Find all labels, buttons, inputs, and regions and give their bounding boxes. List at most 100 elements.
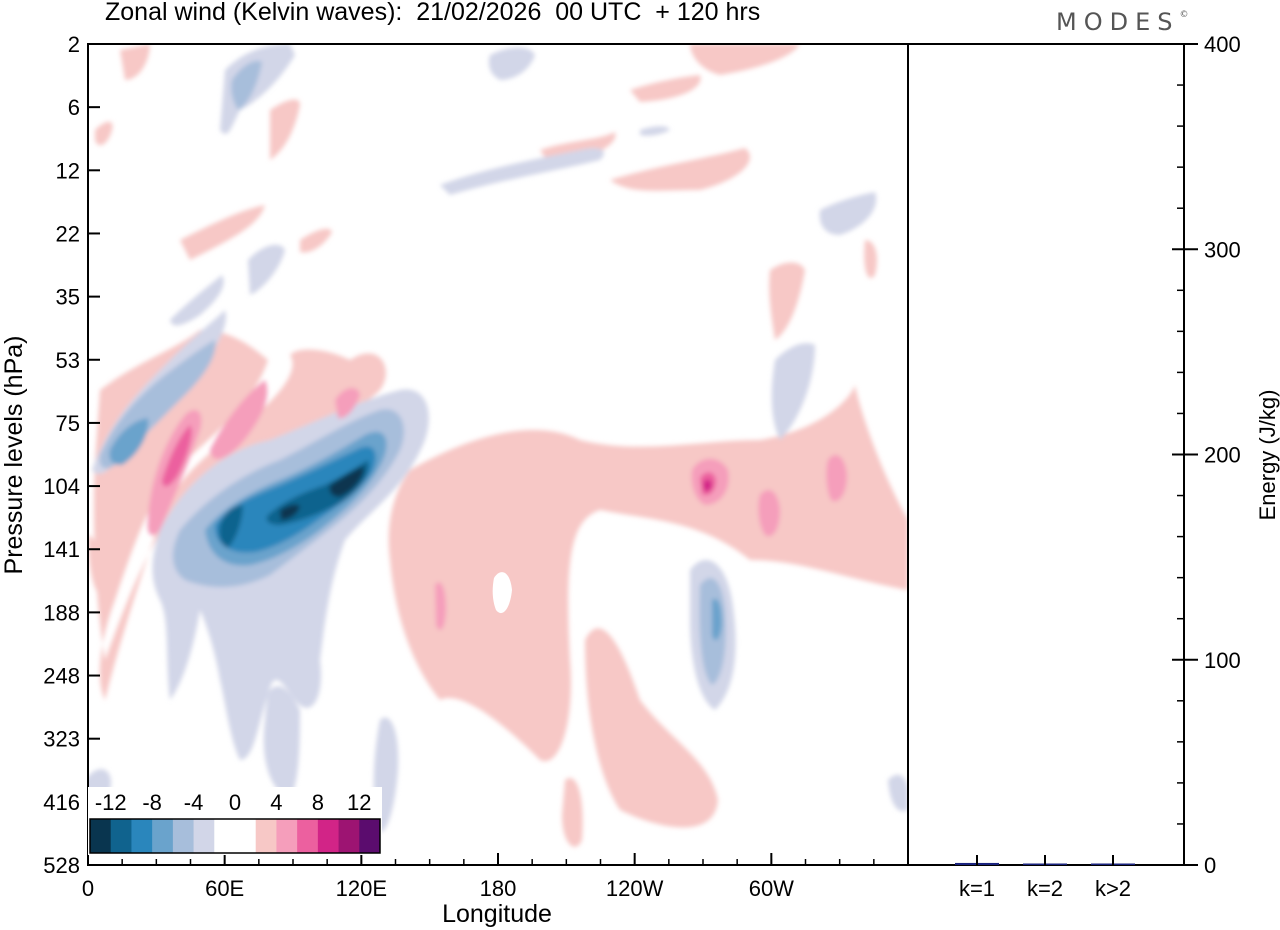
energy-tick-label: 0 <box>1204 853 1216 878</box>
neg-weak-top2 <box>488 47 535 80</box>
x-axis-title: Longitude <box>442 900 552 928</box>
energy-axis: 0 100 200 300 400 <box>1172 32 1241 878</box>
contour-blurred <box>88 44 908 847</box>
neg-weak-strato5 <box>248 244 285 295</box>
pos-weak-top2 <box>120 44 150 80</box>
y-tick-label: 2 <box>68 32 80 57</box>
x-tick-label: 120W <box>606 876 664 901</box>
energy-category-label: k>2 <box>1095 876 1131 901</box>
colorbar-label: 0 <box>229 790 241 815</box>
contour-pos-peak <box>703 479 712 492</box>
neg-strong-tilt <box>109 418 149 465</box>
y-tick-label: 528 <box>43 853 80 878</box>
pos-weak-lower <box>585 628 718 828</box>
y-tick-label: 416 <box>43 790 80 815</box>
colorbar-swatch <box>172 819 195 853</box>
colorbar: -12 -8 -4 0 4 8 12 <box>88 787 382 855</box>
pos-weak-strato4 <box>769 262 805 340</box>
brand-name: MODES <box>1056 8 1180 36</box>
x-tick-label: 180 <box>480 876 517 901</box>
energy-axis-title: Energy (J/kg) <box>1255 390 1280 521</box>
energy-category-label: k=1 <box>959 876 995 901</box>
pos-weak-main <box>388 385 908 762</box>
colorbar-label: 4 <box>270 790 282 815</box>
colorbar-swatch <box>152 819 174 853</box>
x-tick-label: 60W <box>749 876 794 901</box>
colorbar-swatch <box>214 819 236 853</box>
y-tick-label: 104 <box>43 474 80 499</box>
energy-tick-label: 300 <box>1204 237 1241 262</box>
y-tick-label: 75 <box>56 411 80 436</box>
y-tick-label: 35 <box>56 285 80 310</box>
y-tick-label: 6 <box>68 95 80 120</box>
contour-field <box>88 44 908 847</box>
pos-hole <box>492 572 512 614</box>
pos-mid-eastern2 <box>758 490 780 537</box>
colorbar-label: -12 <box>95 790 127 815</box>
x-axis: 0 60E 120E 180 120W 60W <box>82 853 909 901</box>
y-tick-label: 53 <box>56 348 80 373</box>
energy-tick-label: 400 <box>1204 32 1241 57</box>
y-tick-label: 12 <box>56 158 80 183</box>
y-tick-label: 323 <box>43 727 80 752</box>
pos-weak-strato8 <box>95 121 113 146</box>
pos-weak-strato6 <box>300 228 332 253</box>
y-axis: 2 6 12 22 35 53 75 104 141 188 248 323 416 528 <box>43 32 100 878</box>
colorbar-swatch <box>255 819 277 853</box>
energy-bars: k=1 k=2 k>2 <box>955 855 1135 901</box>
colorbar-swatch <box>131 819 153 853</box>
colorbar-swatch <box>90 819 112 853</box>
pos-mid-trop <box>435 582 446 630</box>
chart-title: Zonal wind (Kelvin waves): 21/02/2026 00… <box>105 0 761 26</box>
neg-core-west <box>219 505 243 548</box>
pos-weak-top <box>690 44 800 75</box>
pos-strong-tilt <box>162 425 192 487</box>
colorbar-label: 8 <box>312 790 324 815</box>
neg-weak-top <box>220 44 295 134</box>
colorbar-swatch <box>338 819 360 853</box>
neg-weak-strato4 <box>640 126 670 136</box>
colorbar-swatch <box>276 819 298 853</box>
colorbar-swatch <box>317 819 340 853</box>
energy-tick-label: 100 <box>1204 648 1241 673</box>
contour-pos-weak <box>88 44 908 847</box>
neg-weak-tilt2 <box>170 275 224 326</box>
y-tick-label: 188 <box>43 600 80 625</box>
brand-logo: MODES© <box>1056 8 1188 36</box>
contour-neg-peak <box>280 466 365 520</box>
colorbar-label: -4 <box>184 790 204 815</box>
energy-category-label: k=2 <box>1027 876 1063 901</box>
pos-weak-low <box>562 778 583 847</box>
pos-weak-strato5 <box>180 205 265 260</box>
brand-mark: © <box>1179 10 1189 20</box>
pos-weak-strato3 <box>630 75 701 102</box>
y-axis-title: Pressure levels (hPa) <box>0 336 28 575</box>
neg-weak-strato3 <box>771 343 815 440</box>
y-tick-label: 141 <box>43 537 80 562</box>
neg-weak-edge <box>888 774 908 812</box>
energy-tick-label: 200 <box>1204 443 1241 468</box>
colorbar-frame <box>89 818 381 854</box>
pos-mid-eastern3 <box>826 455 847 502</box>
pos-peak <box>703 479 712 492</box>
pos-weak-strato7 <box>270 99 300 160</box>
neg-peak2 <box>280 504 300 520</box>
neg-peak <box>329 466 365 497</box>
colorbar-swatch <box>359 819 381 853</box>
colorbar-swatch <box>297 819 319 853</box>
y-tick-label: 248 <box>43 664 80 689</box>
neg-weak-strato2 <box>819 192 877 235</box>
pos-weak-strato1 <box>610 148 750 191</box>
colorbar-swatch <box>235 819 257 853</box>
pos-weak-strato9 <box>864 240 877 279</box>
x-tick-label: 120E <box>336 876 387 901</box>
y-tick-label: 22 <box>56 221 80 246</box>
x-tick-label: 0 <box>82 876 94 901</box>
colorbar-label: 12 <box>347 790 371 815</box>
neg-weak-strato1 <box>440 148 604 195</box>
colorbar-swatch <box>193 819 215 853</box>
pos-mid-tilt2 <box>210 380 268 460</box>
neg-mid-top <box>231 60 262 110</box>
colorbar-label: -8 <box>142 790 162 815</box>
